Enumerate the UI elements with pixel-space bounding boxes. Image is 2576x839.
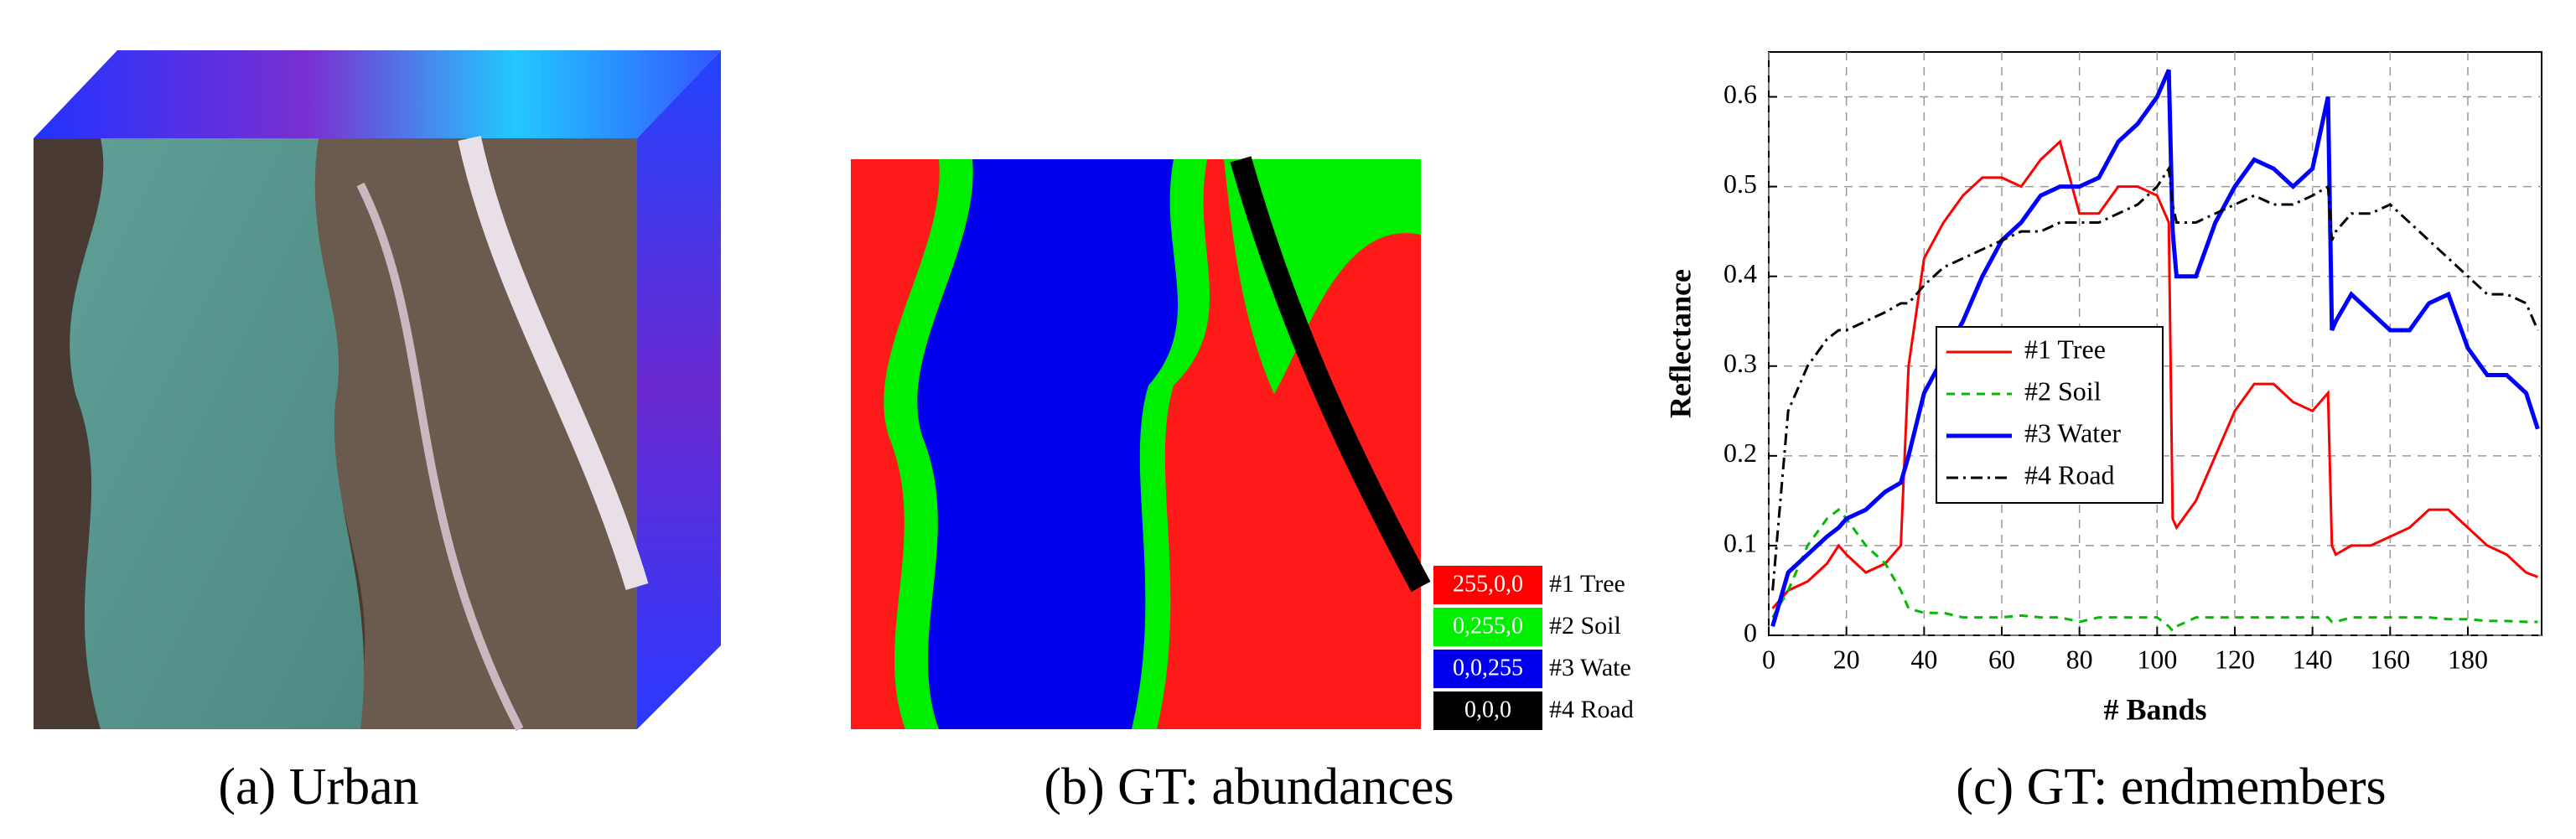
legend-code: 255,0,0 [1453, 571, 1523, 597]
legend-swatch [1433, 650, 1542, 688]
x-tick-label: 100 [2137, 644, 2177, 674]
x-axis-label: # Bands [2103, 692, 2206, 726]
x-tick-label: 20 [1833, 644, 1860, 674]
y-tick-label: 0.2 [1723, 438, 1757, 468]
legend-box [1936, 326, 2164, 504]
legend-swatch [1433, 608, 1542, 646]
legend-code: 0,0,255 [1453, 655, 1523, 681]
cube-side [637, 50, 721, 729]
endmember-chart: 0 0.1 0.2 0.3 0.4 0.5 0.6 0 20 40 60 80 100 120 140 160… [1663, 51, 2542, 726]
soil-patch [1224, 159, 1421, 394]
road [458, 136, 649, 591]
legend-label: #4 Road [2024, 459, 2115, 489]
y-tick-label: 0.3 [1723, 348, 1757, 378]
x-tick-label: 80 [2066, 644, 2093, 674]
x-tick-label: 160 [2370, 644, 2410, 674]
x-tick-label: 40 [1910, 644, 1937, 674]
caption: (b) GT: abundances [1044, 759, 1454, 816]
river [70, 138, 365, 729]
cube-top [34, 50, 721, 138]
series-line [1771, 139, 2538, 609]
legend-label: #2 Soil [1549, 612, 1621, 640]
y-tick-label: 0 [1744, 617, 1757, 647]
legend-label: #2 Soil [2024, 375, 2102, 406]
legend-swatch [1433, 691, 1542, 730]
series-line [1771, 164, 2539, 591]
x-tick-label: 60 [1988, 644, 2015, 674]
caption: (a) Urban [218, 759, 418, 816]
road-area [1230, 156, 1431, 593]
y-axis-label: Reflectance [1663, 269, 1697, 418]
y-tick-label: 0.5 [1723, 168, 1757, 199]
y-tick-label: 0.1 [1723, 527, 1757, 557]
series-line [1771, 508, 2538, 633]
legend-label: #3 Wate [1549, 654, 1631, 681]
legend-label: #4 Road [1549, 696, 1634, 723]
legend-label: #3 Water [2024, 417, 2121, 448]
legend-label: #1 Tree [1549, 570, 1625, 598]
y-tick-label: 0.6 [1723, 79, 1757, 109]
abundance-map [851, 156, 1431, 729]
series-line [1770, 69, 2540, 627]
legend-swatch [1433, 566, 1542, 604]
legend-code: 0,255,0 [1453, 613, 1523, 639]
legend-label: #1 Tree [2024, 334, 2106, 364]
x-tick-label: 120 [2215, 644, 2255, 674]
urban-cube [34, 50, 721, 732]
water-area [917, 159, 1179, 729]
x-tick-label: 140 [2293, 644, 2333, 674]
road-small [356, 182, 524, 732]
caption: (c) GT: endmembers [1956, 759, 2386, 816]
x-tick-label: 180 [2448, 644, 2488, 674]
legend-code: 0,0,0 [1464, 697, 1511, 722]
x-tick-label: 0 [1762, 644, 1775, 674]
abundance-legend: 255,0,0 #1 Tree 0,255,0 #2 Soil 0,0,255 #3 Wa… [1433, 566, 1634, 730]
y-tick-label: 0.4 [1723, 258, 1757, 288]
